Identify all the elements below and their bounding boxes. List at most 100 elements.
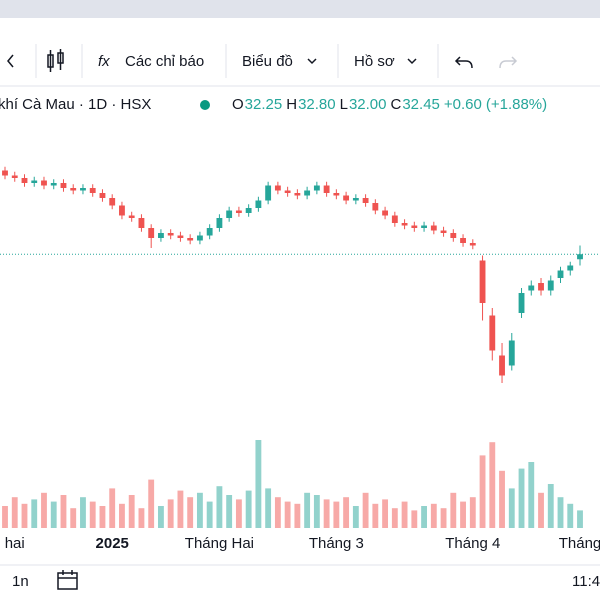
volume-bar: [333, 501, 340, 528]
candle-body: [382, 210, 389, 216]
volume-bar: [206, 501, 213, 528]
dropdown-icon: [407, 58, 417, 65]
candle-body: [60, 183, 67, 188]
clock: 11:4: [572, 573, 600, 590]
x-tick-label: 2025: [96, 535, 129, 552]
candle-body: [440, 230, 447, 233]
candle-body: [528, 285, 535, 291]
volume-bar: [196, 492, 203, 528]
volume-bar: [11, 497, 18, 528]
candle-body: [469, 243, 476, 246]
legend-label: O: [232, 96, 244, 113]
candle-body: [294, 193, 301, 196]
candle-icon[interactable]: [47, 49, 64, 72]
volume-bar: [450, 492, 457, 528]
candle-body: [50, 183, 57, 186]
status-dot: [200, 100, 210, 110]
volume-bar: [411, 510, 418, 528]
volume-bar: [31, 499, 38, 528]
undo-icon[interactable]: [454, 56, 473, 69]
candle-body: [216, 218, 223, 228]
candle-body: [265, 185, 272, 201]
volume-bar: [226, 495, 233, 528]
volume-bar: [99, 506, 106, 528]
volume-bar: [21, 503, 28, 528]
candle-body: [167, 233, 174, 236]
legend-value: 32.00: [349, 96, 387, 113]
toolbar: fx Các chỉ báo Biểu đồ Hồ sơ: [7, 44, 518, 78]
volume-bar: [469, 497, 476, 528]
candle-body: [391, 215, 398, 223]
volume-bar: [557, 497, 564, 528]
top-strip: [0, 0, 600, 18]
back-icon[interactable]: [7, 54, 14, 68]
volume-bar: [138, 508, 145, 528]
candle-body: [499, 355, 505, 376]
volume-bar: [255, 440, 262, 528]
indicators-button[interactable]: Các chỉ báo: [125, 53, 204, 70]
candle-body: [343, 195, 350, 201]
candle-body: [372, 203, 379, 211]
candle-body: [196, 235, 203, 241]
candle-body: [2, 170, 8, 176]
candle-body: [304, 190, 311, 196]
candle-body: [11, 175, 18, 178]
candle-body: [411, 225, 418, 228]
volume-bar: [265, 488, 272, 528]
volume-bar: [401, 501, 408, 528]
candle-body: [333, 193, 340, 196]
candle-body: [352, 198, 359, 201]
candle-body: [460, 238, 466, 243]
candle-body: [148, 228, 155, 238]
legend-label: H: [286, 96, 297, 113]
volume-bar: [528, 462, 535, 528]
volume-bar: [304, 492, 311, 528]
candle-body: [284, 190, 291, 193]
volume-bar: [41, 492, 47, 528]
candle-body: [518, 293, 525, 313]
volume-bar: [274, 497, 281, 528]
volume-bar: [187, 497, 194, 528]
candle-body: [489, 315, 496, 351]
volume-bar: [60, 495, 67, 528]
fx-icon[interactable]: fx: [98, 53, 110, 70]
candle-body: [430, 225, 437, 231]
candle-body: [70, 188, 77, 191]
candle-body: [323, 185, 330, 193]
candle-body: [128, 215, 135, 218]
candle-body: [109, 198, 116, 206]
x-tick-label: Tháng: [559, 535, 600, 552]
volume-bar: [567, 503, 574, 528]
volume-bar: [216, 486, 223, 528]
chart-button[interactable]: Biểu đồ: [242, 53, 293, 70]
volume-bar: [177, 490, 184, 528]
volume-bar: [518, 468, 525, 528]
volume-bar: [128, 495, 135, 528]
legend-change: +0.60: [444, 96, 482, 113]
candle-body: [226, 210, 233, 218]
calendar-icon[interactable]: [57, 570, 78, 590]
candle-body: [31, 180, 38, 183]
candle-body: [21, 178, 28, 183]
volume-bar: [284, 501, 291, 528]
x-tick-label: hai: [5, 535, 25, 552]
redo-icon[interactable]: [499, 56, 518, 69]
candle-body: [479, 260, 486, 303]
candle-body: [274, 185, 281, 191]
volume-bar: [421, 506, 427, 528]
volume-bar: [372, 503, 379, 528]
volume-bar: [479, 455, 486, 528]
candle-body: [401, 223, 408, 226]
dropdown-icon: [307, 58, 317, 65]
volume-bar: [391, 508, 398, 528]
volume-bar: [362, 492, 369, 528]
candle-body: [547, 280, 554, 291]
volume-bar: [158, 506, 164, 528]
candle-body: [508, 340, 515, 366]
profile-button[interactable]: Hồ sơ: [354, 53, 395, 70]
candle-body: [177, 235, 184, 238]
interval-button[interactable]: 1n: [12, 573, 29, 590]
candle-body: [577, 254, 583, 260]
candle-body: [362, 198, 369, 203]
